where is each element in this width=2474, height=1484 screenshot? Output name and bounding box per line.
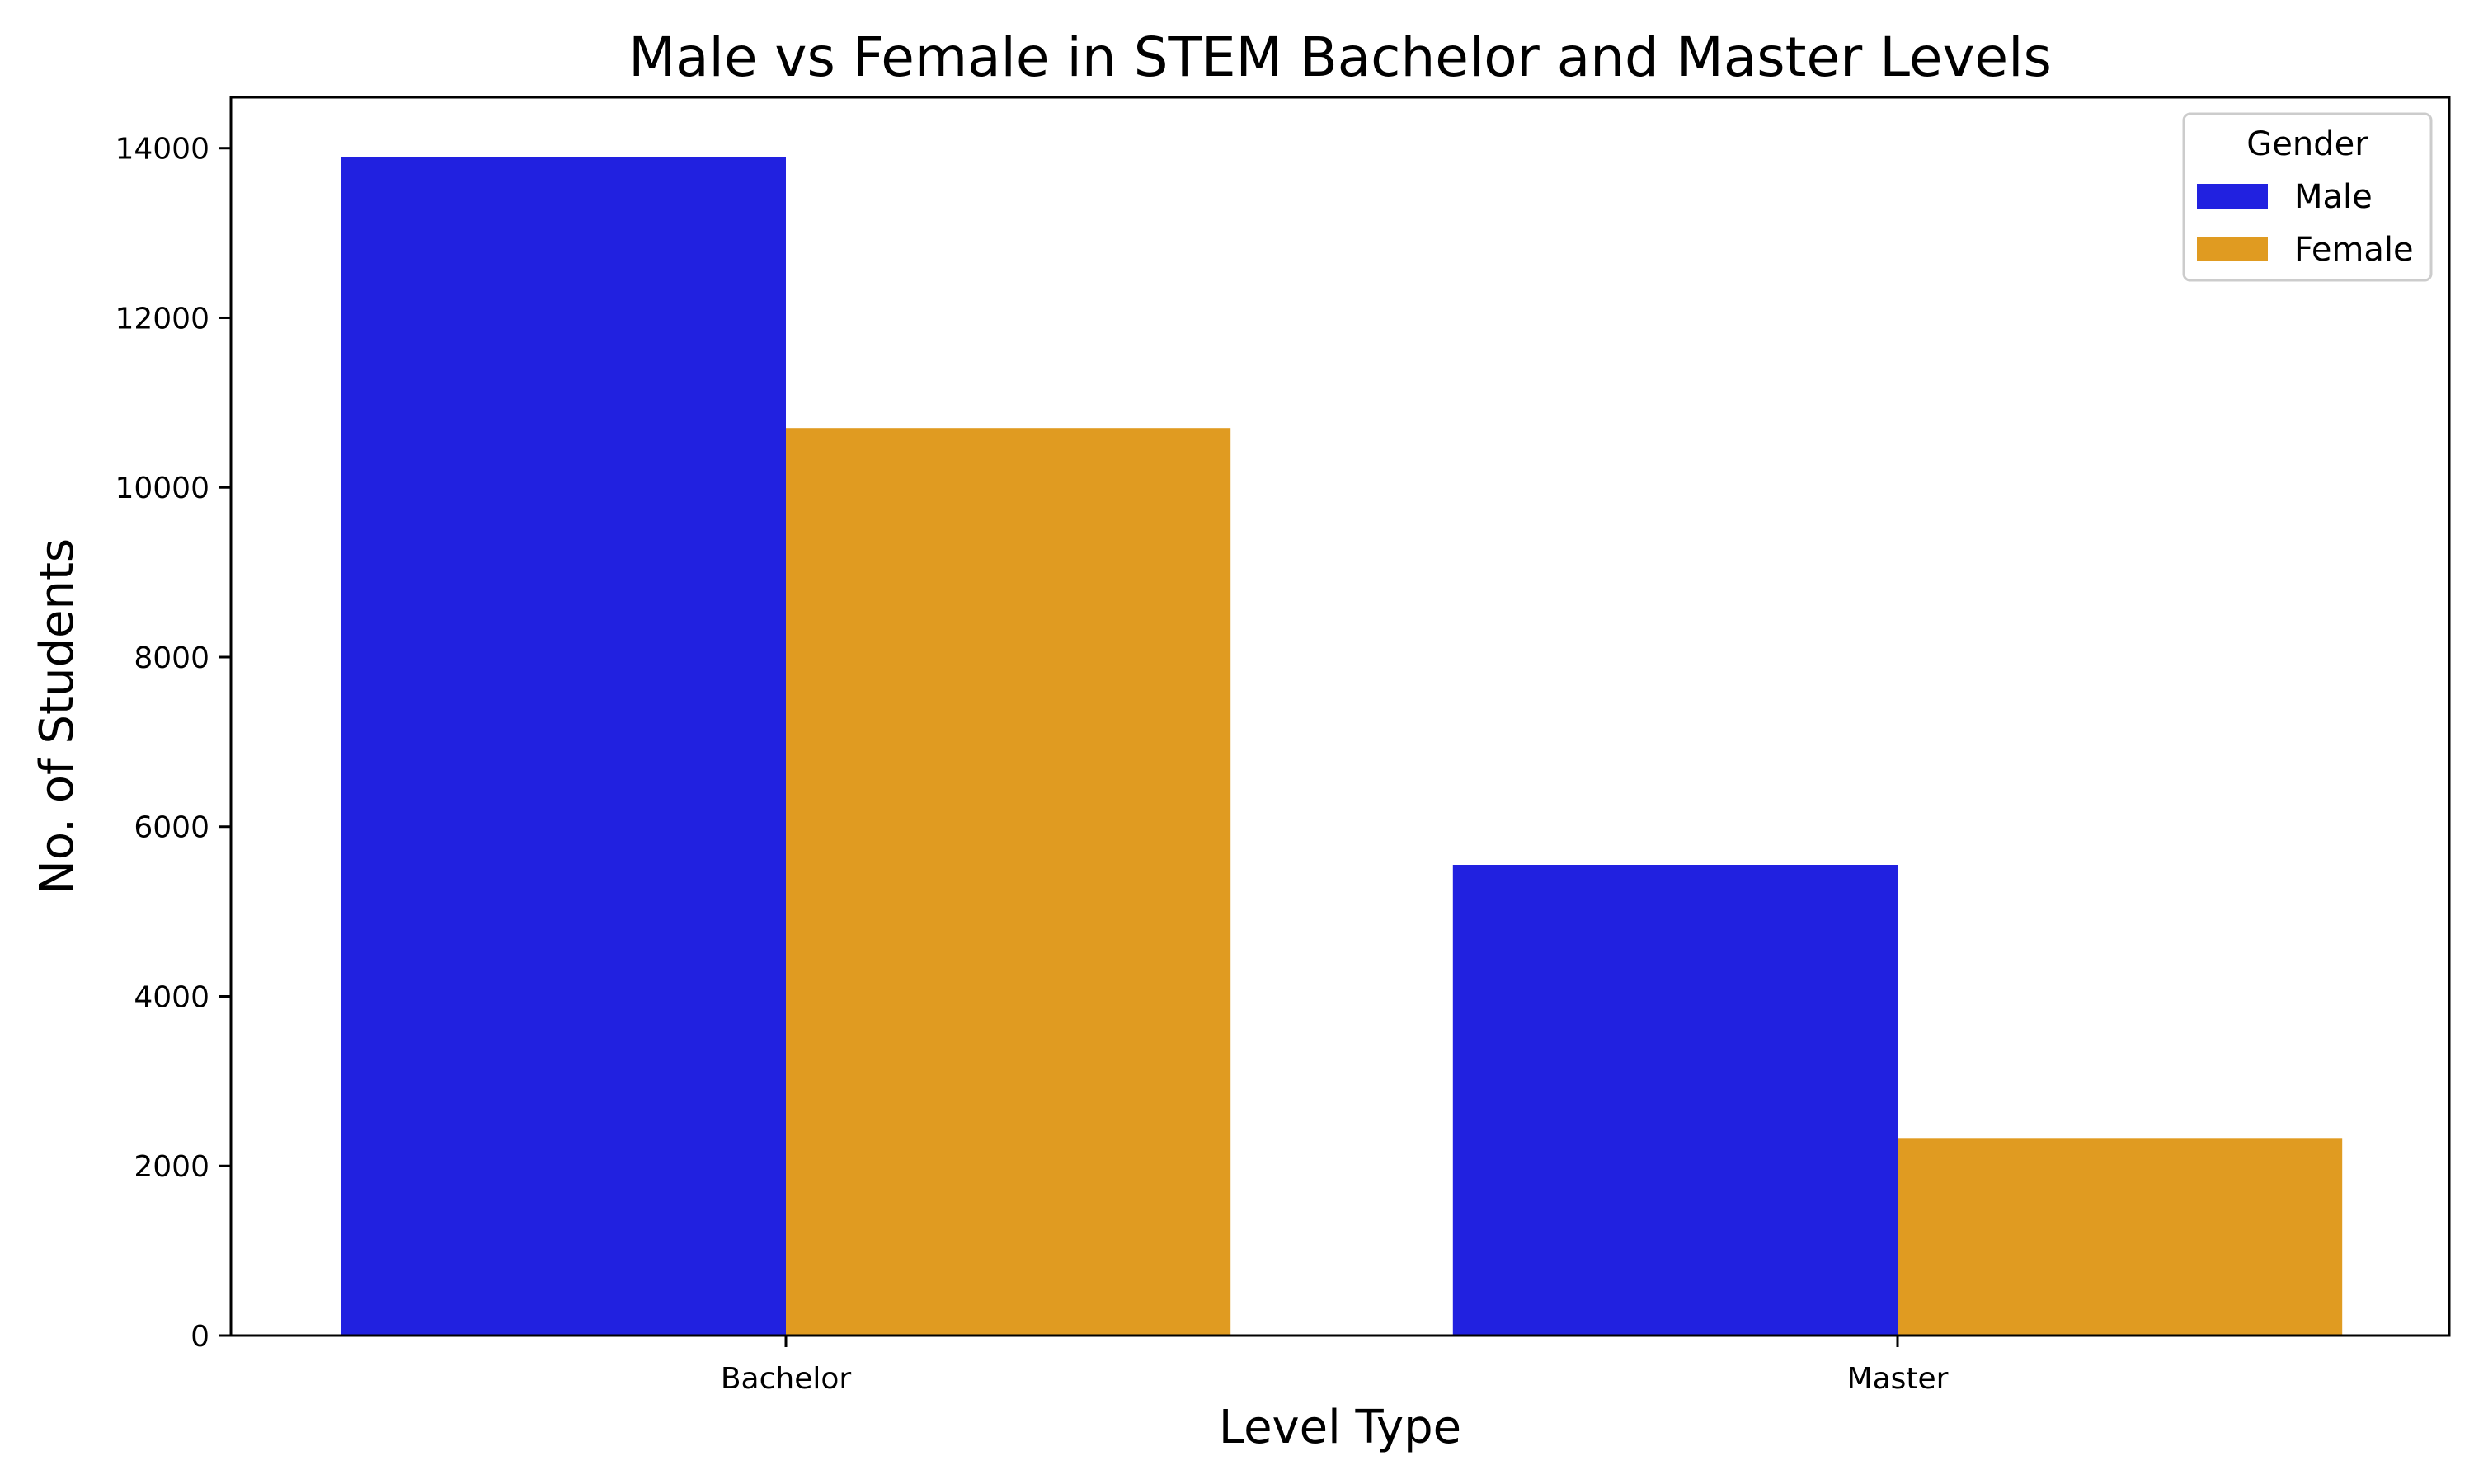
x-axis: Bachelor Master <box>721 1336 1949 1396</box>
legend-label-female: Female <box>2294 231 2414 269</box>
bar-female-bachelor <box>786 428 1231 1336</box>
y-tick-label: 10000 <box>115 472 209 505</box>
y-tick-label: 4000 <box>134 980 209 1014</box>
bars <box>341 157 2343 1336</box>
plot-frame <box>229 96 2451 1337</box>
y-tick-label: 8000 <box>134 641 209 675</box>
y-tick-label: 2000 <box>134 1150 209 1184</box>
y-axis-title: No. of Students <box>31 538 84 895</box>
bar-female-master <box>1898 1138 2343 1336</box>
bar-male-master <box>1452 865 1898 1336</box>
x-tick-label: Master <box>1847 1362 1949 1396</box>
y-axis: 0 2000 4000 6000 8000 10000 12000 14000 <box>115 133 231 1354</box>
bar-male-bachelor <box>341 157 786 1336</box>
legend: Gender Male Female <box>2182 112 2433 282</box>
legend-title: Gender <box>2246 125 2368 163</box>
y-tick-label: 6000 <box>134 811 209 845</box>
x-tick-label: Bachelor <box>721 1362 852 1396</box>
y-tick-label: 14000 <box>115 133 209 167</box>
legend-label-male: Male <box>2294 178 2373 216</box>
y-tick-label: 0 <box>190 1320 209 1354</box>
x-axis-title: Level Type <box>1219 1401 1461 1454</box>
y-tick-label: 12000 <box>115 302 209 336</box>
legend-swatch-female <box>2197 237 2268 261</box>
legend-swatch-male <box>2197 184 2268 209</box>
chart-title: Male vs Female in STEM Bachelor and Mast… <box>628 26 2052 89</box>
